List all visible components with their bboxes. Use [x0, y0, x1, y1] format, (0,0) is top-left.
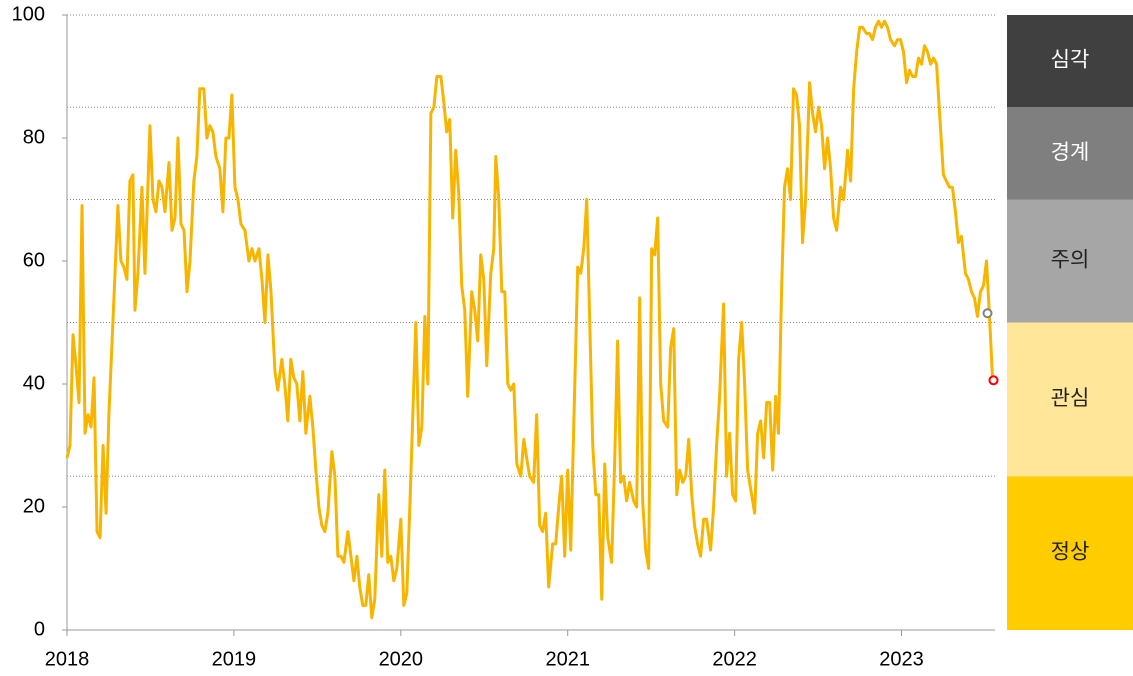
band-label: 정상 — [1051, 541, 1090, 564]
band-label: 관심 — [1051, 387, 1090, 410]
band — [1007, 15, 1133, 108]
y-tick-label: 40 — [23, 372, 45, 394]
band — [1007, 107, 1133, 200]
y-tick-label: 80 — [23, 126, 45, 148]
band — [1007, 322, 1133, 477]
y-tick-label: 60 — [23, 249, 45, 271]
y-tick-label: 100 — [12, 3, 45, 25]
band-label: 경계 — [1051, 141, 1090, 164]
x-tick-label: 2018 — [45, 648, 90, 670]
line-series — [65, 19, 994, 620]
band — [1007, 476, 1133, 630]
y-tick-label: 0 — [34, 618, 45, 640]
x-tick-label: 2023 — [879, 648, 924, 670]
highlight-point — [988, 375, 999, 386]
band-label: 심각 — [1051, 49, 1090, 72]
band-label: 주의 — [1051, 249, 1090, 272]
y-tick-label: 20 — [23, 495, 45, 517]
x-tick-label: 2020 — [379, 648, 424, 670]
x-tick-label: 2021 — [545, 648, 590, 670]
x-tick-label: 2022 — [712, 648, 757, 670]
x-tick-label: 2019 — [212, 648, 257, 670]
highlight-point — [982, 308, 993, 319]
band — [1007, 199, 1133, 323]
